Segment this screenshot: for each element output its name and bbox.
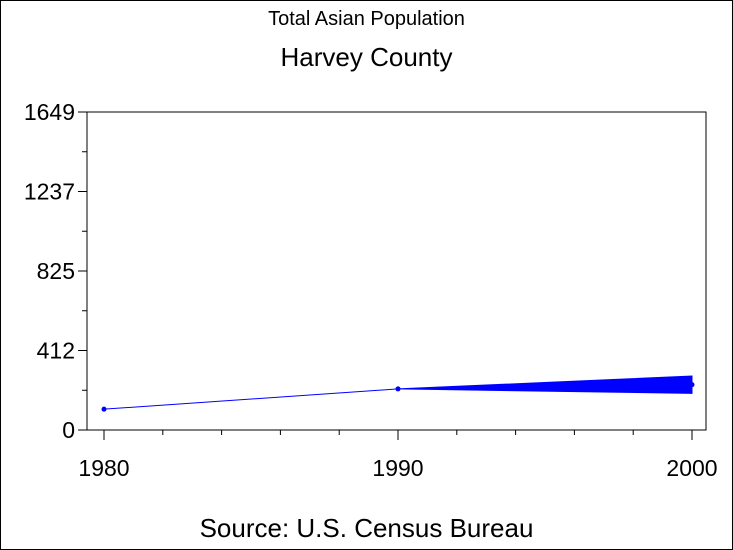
axes: 0 412 825 1237 1649 1980 1990 2000 (24, 99, 718, 481)
y-tick-label: 1649 (24, 99, 75, 125)
series-point (101, 406, 107, 412)
y-tick-label: 412 (37, 338, 75, 364)
y-tick-label: 825 (37, 258, 75, 284)
x-tick-label: 1980 (78, 455, 129, 481)
y-tick-label: 0 (62, 417, 75, 443)
series-point (689, 382, 695, 388)
series-line-segment (103, 388, 399, 410)
y-tick-label: 1237 (24, 179, 75, 205)
x-tick-label: 2000 (666, 455, 717, 481)
chart-subtitle: Harvey County (280, 42, 453, 72)
series-range-wedge (397, 375, 693, 394)
chart-title: Total Asian Population (268, 8, 465, 30)
x-tick-label: 1990 (372, 455, 423, 481)
series-point (395, 386, 401, 392)
source-note: Source: U.S. Census Bureau (199, 513, 534, 543)
series-marks (101, 375, 695, 412)
